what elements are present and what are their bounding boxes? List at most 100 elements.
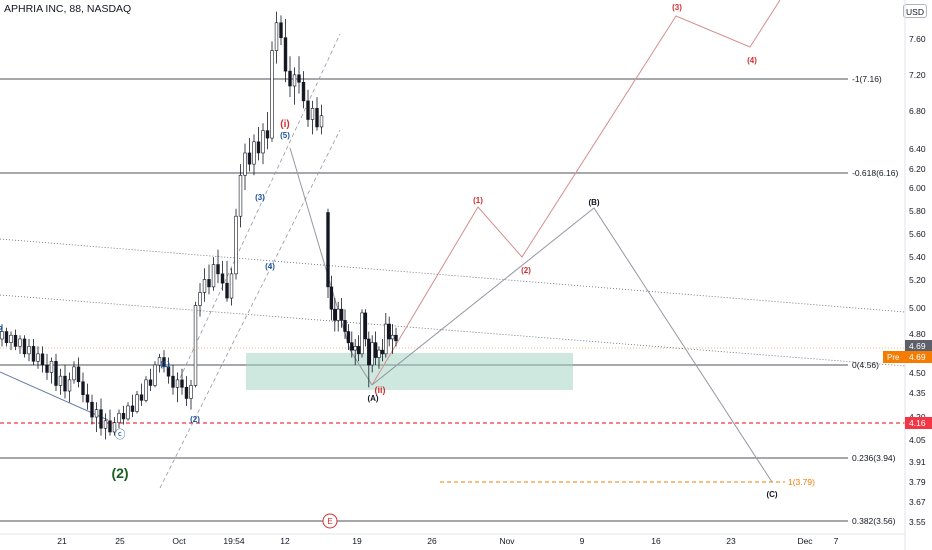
trendline-lower [0, 294, 906, 367]
candle-body [343, 320, 347, 332]
chart-title: APHRIA INC, 88, NASDAQ [4, 3, 132, 15]
y-tick-label: 4.05 [909, 435, 926, 445]
candle-body [103, 420, 108, 429]
candle-body [162, 357, 166, 368]
candle-body [211, 264, 216, 288]
y-tick-label: 4.80 [909, 329, 926, 339]
last-price-tag: 4.69 [909, 341, 926, 351]
candle-body [384, 323, 388, 355]
y-tick-label: 6.20 [909, 164, 926, 174]
candle-body [27, 346, 31, 355]
candles [0, 11, 398, 440]
candle-body [58, 375, 63, 386]
wave-label: B [0, 325, 3, 334]
candle-body [85, 394, 90, 403]
x-tick-label: 7 [834, 536, 839, 546]
circled-label: ⓒ [115, 428, 126, 441]
y-tick-label: 5.00 [909, 303, 926, 313]
candle-body [220, 273, 225, 284]
fib-label: 0.236(3.94) [852, 453, 896, 463]
x-tick-label: 12 [280, 536, 290, 546]
channel-upper [179, 33, 341, 379]
candle-body [126, 405, 130, 420]
currency-button[interactable]: USD [903, 4, 927, 18]
last-price-tag-bg [905, 340, 932, 352]
candle-body [363, 312, 368, 340]
x-tick-label: 9 [580, 536, 585, 546]
wave-label: (3) [255, 193, 265, 202]
candle-body [329, 286, 334, 310]
drawings [0, 0, 906, 489]
candle-body [63, 375, 67, 392]
fib-label: 0(4.56) [852, 360, 879, 370]
wave-label: (1) [473, 196, 483, 205]
x-tick-label: 21 [57, 536, 67, 546]
candle-body [99, 409, 103, 429]
candle-body [108, 420, 112, 433]
candle-body [22, 338, 27, 355]
candle-body [238, 174, 243, 217]
candle-body [13, 334, 18, 347]
candle-body [9, 334, 13, 343]
candle-body [339, 308, 344, 321]
candle-body [394, 334, 398, 342]
candle-body [198, 292, 202, 306]
candle-body [121, 413, 126, 420]
wave-label: (1) [160, 360, 170, 369]
candle-body [274, 22, 279, 51]
candle-body [94, 409, 99, 418]
candle-body [288, 70, 292, 87]
y-tick-label: 3.91 [909, 457, 926, 467]
candle-body [216, 264, 220, 275]
x-tick-label: Oct [172, 536, 186, 546]
target-label: 1(3.79) [788, 477, 815, 487]
pre-tag-bg [883, 351, 905, 363]
wave-label: (2) [521, 266, 531, 275]
price-axis: -1(7.16) -0.618(6.16) 0(4.56) 0.236(3.94) 0.… [0, 0, 906, 550]
candle-body [350, 342, 354, 351]
fib-label: 0.382(3.56) [852, 516, 896, 526]
wave-label: (i) [280, 119, 289, 130]
candle-body [292, 74, 297, 87]
candle-body [184, 387, 189, 399]
candle-body [326, 212, 330, 288]
y-tick-label: 6.00 [909, 183, 926, 193]
swing-line [0, 371, 109, 421]
candle-body [202, 279, 207, 293]
candle-body [247, 152, 252, 165]
support-price-tag: 4.16 [909, 418, 926, 428]
candle-body [315, 108, 319, 128]
candle-body [31, 346, 36, 362]
wave-labels: (i)(5) (3) (4) (1) (2) B (1) (2) (3) (4) (A)(ii) (B… [0, 3, 778, 529]
candle-body [356, 346, 361, 355]
candle-body [301, 81, 306, 102]
wave-label: (ii) [375, 385, 386, 395]
candle-body [144, 379, 148, 401]
candle-body [139, 394, 144, 401]
x-tick-label: Dec [797, 536, 813, 546]
x-tick-label: 26 [427, 536, 437, 546]
y-tick-label: 4.50 [909, 368, 926, 378]
x-tick-label: 16 [651, 536, 661, 546]
y-tick-label: 5.60 [909, 229, 926, 239]
candle-body [36, 353, 40, 362]
candle-body [45, 364, 49, 373]
y-tick-label: 4.35 [909, 388, 926, 398]
candle-body [377, 349, 381, 358]
correction-line [289, 147, 373, 386]
candle-body [360, 312, 364, 355]
candle-body [380, 349, 385, 355]
candle-body [346, 331, 351, 343]
x-tick-label: 23 [726, 536, 736, 546]
candle-body [333, 308, 337, 321]
y-tick-label: 6.40 [909, 144, 926, 154]
x-tick-label: 19 [352, 536, 362, 546]
y-tick-label: 6.80 [909, 106, 926, 116]
candle-body [243, 152, 247, 176]
candle-body [18, 338, 22, 347]
y-tick-label: 3.79 [909, 477, 926, 487]
candle-body [117, 413, 121, 423]
candle-body [283, 37, 288, 72]
